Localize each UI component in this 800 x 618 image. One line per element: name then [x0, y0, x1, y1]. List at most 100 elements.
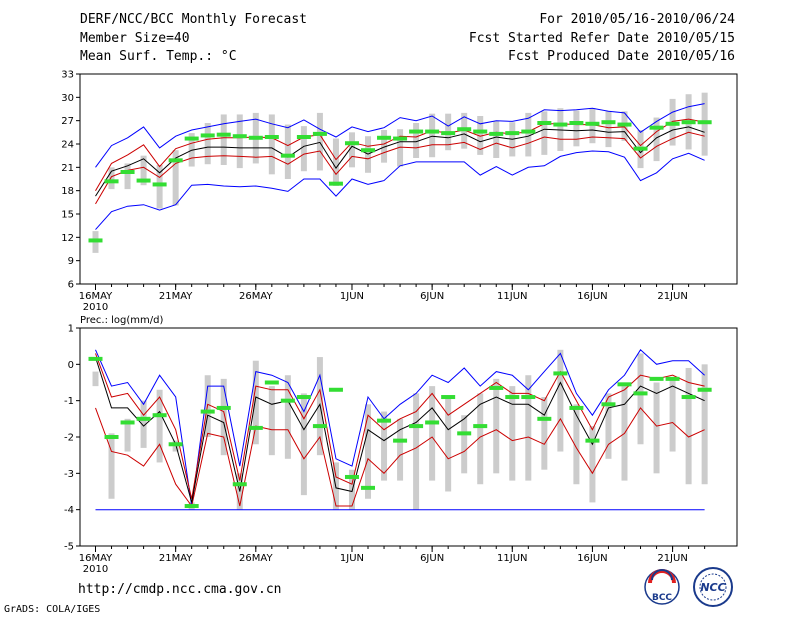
spread-box: [140, 155, 147, 186]
spread-box: [605, 393, 612, 459]
spread-box: [348, 132, 355, 168]
obs-mark: [377, 418, 392, 423]
panel-2: 1 0 -1 -2 -3 -4 -5 16MAY 21MAY 26MAY 1JUN 6JUN 11JUN…: [64, 315, 738, 575]
spread-box: [477, 393, 484, 485]
spread-box: [252, 360, 259, 445]
y-tick-label: 6: [68, 280, 74, 291]
obs-mark: [601, 402, 616, 407]
obs-mark: [425, 129, 440, 134]
obs-mark: [120, 420, 135, 425]
spread-box: [573, 110, 580, 147]
spread-box: [589, 426, 596, 503]
x-tick-label: 21JUN: [657, 553, 687, 564]
min-line: [95, 150, 705, 230]
obs-mark: [152, 413, 167, 418]
y-tick-label: -2: [64, 433, 74, 444]
obs-mark: [441, 395, 456, 400]
max-line: [95, 103, 705, 168]
obs-mark: [601, 120, 616, 125]
spread-box: [669, 378, 676, 452]
spread-box: [445, 397, 452, 492]
obs-mark: [617, 382, 632, 387]
obs-mark: [344, 474, 359, 479]
obs-mark: [473, 424, 488, 429]
x-tick-label: 21MAY: [159, 291, 193, 302]
obs-mark: [361, 485, 376, 490]
y-tick-label: 0: [68, 360, 74, 371]
spread-box: [493, 378, 500, 474]
x-tick-label: 11JUN: [497, 553, 527, 564]
obs-mark: [457, 431, 472, 436]
obs-mark: [377, 135, 392, 140]
x-tick-label: 11JUN: [497, 291, 527, 302]
obs-mark: [361, 148, 376, 153]
y-tick-label: 9: [68, 256, 74, 267]
obs-mark: [328, 387, 343, 392]
obs-mark: [521, 395, 536, 400]
year-label: 2010: [83, 302, 108, 313]
year-label: 2010: [83, 564, 108, 575]
obs-mark: [489, 131, 504, 136]
obs-mark: [88, 356, 103, 361]
obs-mark: [649, 125, 664, 130]
y-tick-label: -4: [64, 505, 74, 516]
obs-mark: [152, 182, 167, 187]
obs-mark: [697, 120, 712, 125]
spread-box: [108, 433, 115, 499]
obs-mark: [248, 135, 263, 140]
source-url[interactable]: http://cmdp.ncc.cma.gov.cn: [78, 582, 282, 597]
spread-box: [381, 411, 388, 481]
spread-box: [316, 112, 323, 171]
obs-mark: [585, 438, 600, 443]
x-tick-label: 26MAY: [239, 553, 273, 564]
spread-box: [573, 404, 580, 485]
median-line: [95, 356, 705, 503]
y-tick-label: 1: [68, 324, 74, 335]
spread-box: [557, 349, 564, 452]
grads-credit: GrADS: COLA/IGES: [4, 604, 101, 615]
spread-box: [525, 112, 532, 157]
obs-mark: [168, 158, 183, 163]
obs-mark: [441, 131, 456, 136]
obs-mark: [200, 133, 215, 138]
obs-mark: [473, 129, 488, 134]
panel-1: 33 30 27 24 21 18 15 12 9 6 16MAY 21MAY 26MAY 1JUN 6JU…: [61, 70, 738, 313]
spread-box: [268, 386, 275, 456]
spread-box: [653, 382, 660, 474]
y-tick-label: 18: [61, 186, 74, 197]
obs-mark: [409, 424, 424, 429]
obs-mark: [521, 129, 536, 134]
obs-mark: [264, 135, 279, 139]
x-tick-label: 6JUN: [420, 553, 444, 564]
y-tick-label: 24: [61, 140, 74, 151]
x-tick-label: 16JUN: [577, 291, 607, 302]
plot-frame: [79, 73, 738, 285]
obs-mark: [393, 438, 408, 443]
obs-mark: [168, 442, 183, 447]
p10-line: [95, 407, 705, 508]
obs-mark: [136, 178, 151, 183]
obs-mark: [312, 131, 327, 136]
obs-mark: [104, 435, 119, 439]
spread-box: [413, 123, 420, 158]
spread-box: [605, 111, 612, 148]
y-tick-label: -5: [64, 542, 74, 553]
spread-box: [172, 150, 179, 206]
spread-box: [92, 371, 99, 387]
spread-box: [236, 114, 243, 169]
obs-mark: [232, 134, 247, 139]
spread-box: [397, 418, 404, 481]
y-tick-label: 15: [61, 210, 74, 221]
obs-mark: [665, 376, 680, 381]
obs-mark: [649, 376, 664, 381]
obs-mark: [216, 132, 231, 137]
y-tick-label: 30: [61, 93, 74, 104]
produced-date: Fcst Produced Date 2010/05/16: [508, 49, 735, 64]
obs-mark: [633, 391, 648, 396]
x-tick-label: 16JUN: [577, 553, 607, 564]
obs-mark: [697, 387, 712, 392]
x-tick-label: 21MAY: [159, 553, 193, 564]
spread-box: [140, 400, 147, 448]
spread-box: [637, 353, 644, 445]
